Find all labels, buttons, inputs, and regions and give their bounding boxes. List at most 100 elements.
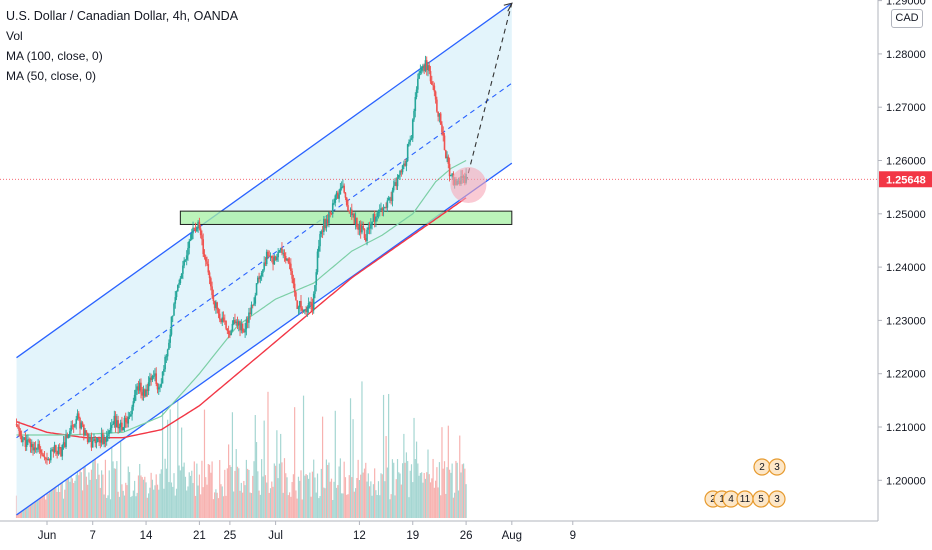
candle-body[interactable] bbox=[173, 303, 175, 316]
volume-indicator-label[interactable]: Vol bbox=[6, 29, 23, 43]
candle-body[interactable] bbox=[431, 81, 433, 85]
candle-body[interactable] bbox=[170, 316, 173, 335]
candle-body[interactable] bbox=[328, 212, 330, 224]
candle-body[interactable] bbox=[338, 194, 340, 199]
candle-body[interactable] bbox=[192, 227, 194, 234]
candle-body[interactable] bbox=[201, 235, 203, 240]
candle-body[interactable] bbox=[259, 276, 262, 280]
candle-body[interactable] bbox=[116, 420, 118, 428]
candle-body[interactable] bbox=[135, 389, 137, 395]
candle-body[interactable] bbox=[150, 377, 152, 380]
candle-body[interactable] bbox=[32, 443, 34, 451]
candle-body[interactable] bbox=[283, 252, 286, 257]
candle-body[interactable] bbox=[249, 312, 251, 315]
candle-body[interactable] bbox=[368, 227, 371, 229]
candle-body[interactable] bbox=[19, 430, 22, 436]
candle-body[interactable] bbox=[128, 416, 131, 418]
candle-body[interactable] bbox=[94, 439, 97, 444]
candle-body[interactable] bbox=[248, 312, 250, 323]
candle-body[interactable] bbox=[392, 185, 395, 191]
candle-body[interactable] bbox=[326, 219, 329, 224]
candle-body[interactable] bbox=[389, 197, 391, 199]
candle-body[interactable] bbox=[433, 85, 436, 92]
candle-body[interactable] bbox=[61, 444, 64, 457]
candle-body[interactable] bbox=[340, 187, 343, 189]
candle-body[interactable] bbox=[44, 457, 47, 459]
candle-body[interactable] bbox=[442, 132, 445, 136]
event-badge[interactable] bbox=[768, 490, 786, 508]
candle-body[interactable] bbox=[425, 60, 428, 70]
candle-body[interactable] bbox=[415, 89, 418, 97]
candle-body[interactable] bbox=[177, 284, 179, 292]
candle-body[interactable] bbox=[301, 308, 304, 311]
candle-body[interactable] bbox=[140, 382, 142, 393]
candle-body[interactable] bbox=[351, 209, 353, 216]
candle-body[interactable] bbox=[417, 78, 419, 90]
candle-body[interactable] bbox=[380, 208, 382, 211]
candle-body[interactable] bbox=[343, 185, 345, 193]
candle-body[interactable] bbox=[43, 456, 46, 458]
candle-body[interactable] bbox=[400, 170, 403, 173]
candle-body[interactable] bbox=[264, 262, 267, 265]
candle-body[interactable] bbox=[138, 382, 141, 391]
candle-body[interactable] bbox=[331, 203, 334, 215]
candle-body[interactable] bbox=[70, 425, 72, 432]
candle-body[interactable] bbox=[429, 71, 432, 82]
candle-body[interactable] bbox=[165, 356, 168, 358]
candle-body[interactable] bbox=[152, 375, 155, 377]
candle-body[interactable] bbox=[438, 113, 441, 117]
candle-body[interactable] bbox=[244, 329, 246, 333]
candle-body[interactable] bbox=[234, 320, 236, 323]
candle-body[interactable] bbox=[385, 207, 387, 208]
candle-body[interactable] bbox=[363, 228, 366, 239]
candle-body[interactable] bbox=[130, 414, 132, 417]
candle-body[interactable] bbox=[18, 426, 20, 431]
candle-body[interactable] bbox=[384, 207, 386, 209]
candle-body[interactable] bbox=[107, 434, 109, 437]
candle-body[interactable] bbox=[367, 227, 370, 230]
candle-body[interactable] bbox=[108, 430, 111, 435]
candle-body[interactable] bbox=[437, 111, 439, 117]
candle-body[interactable] bbox=[207, 264, 210, 273]
candle-body[interactable] bbox=[159, 386, 161, 388]
candle-body[interactable] bbox=[335, 192, 338, 196]
candle-body[interactable] bbox=[62, 442, 65, 445]
candle-body[interactable] bbox=[409, 139, 412, 142]
candle-body[interactable] bbox=[174, 297, 177, 304]
candle-body[interactable] bbox=[197, 221, 199, 227]
candle-body[interactable] bbox=[224, 320, 226, 322]
candle-body[interactable] bbox=[358, 223, 361, 230]
candle-body[interactable] bbox=[251, 304, 254, 306]
candle-body[interactable] bbox=[168, 342, 170, 350]
candle-body[interactable] bbox=[147, 382, 150, 391]
last-price-tag[interactable] bbox=[879, 171, 932, 188]
candle-body[interactable] bbox=[439, 113, 442, 125]
candle-body[interactable] bbox=[411, 119, 414, 139]
candle-body[interactable] bbox=[146, 389, 149, 391]
candle-body[interactable] bbox=[394, 182, 396, 186]
candle-body[interactable] bbox=[235, 321, 238, 323]
candle-body[interactable] bbox=[329, 212, 332, 213]
candle-body[interactable] bbox=[246, 319, 249, 323]
candle-body[interactable] bbox=[260, 273, 263, 277]
candle-body[interactable] bbox=[324, 218, 326, 229]
candle-body[interactable] bbox=[85, 430, 88, 433]
candle-body[interactable] bbox=[274, 256, 277, 261]
projection-dashed-line[interactable] bbox=[465, 3, 513, 182]
candle-body[interactable] bbox=[122, 427, 124, 431]
currency-badge[interactable]: CAD bbox=[891, 9, 923, 28]
candle-body[interactable] bbox=[57, 446, 60, 455]
candle-body[interactable] bbox=[284, 256, 287, 261]
candle-body[interactable] bbox=[344, 192, 347, 198]
candle-body[interactable] bbox=[187, 248, 189, 256]
ma50-indicator-label[interactable]: MA (50, close, 0) bbox=[6, 69, 97, 83]
candle-body[interactable] bbox=[443, 135, 446, 151]
candle-body[interactable] bbox=[75, 419, 78, 424]
candle-body[interactable] bbox=[290, 263, 292, 272]
candle-body[interactable] bbox=[377, 211, 380, 214]
candle-body[interactable] bbox=[420, 68, 423, 71]
candle-body[interactable] bbox=[282, 252, 285, 254]
candle-body[interactable] bbox=[90, 437, 93, 448]
highlight-circle[interactable] bbox=[450, 167, 487, 204]
